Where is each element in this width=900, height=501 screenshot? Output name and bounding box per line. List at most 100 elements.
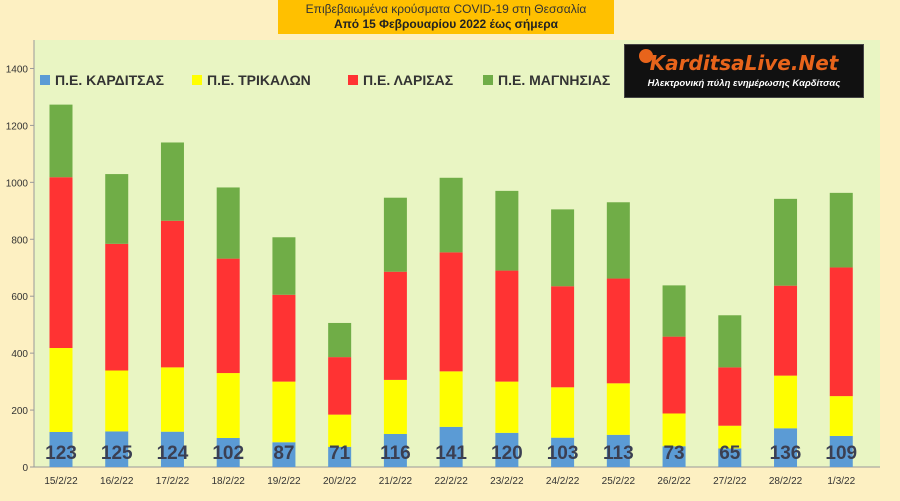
data-label: 141 bbox=[435, 443, 467, 464]
bar-segment-series-0 bbox=[216, 437, 240, 467]
bar-segment-series-0 bbox=[551, 437, 575, 467]
data-label: 71 bbox=[329, 443, 351, 464]
bar-segment-series-1 bbox=[383, 379, 407, 434]
legend-label-3: Π.Ε. ΜΑΓΝΗΣΙΑΣ bbox=[498, 72, 610, 88]
bar-segment-series-0 bbox=[439, 426, 463, 467]
data-label: 113 bbox=[603, 443, 634, 464]
y-tick-label: 800 bbox=[11, 235, 28, 246]
bar-segment-series-0 bbox=[105, 431, 129, 467]
bar-segment-series-0 bbox=[606, 434, 630, 467]
legend-label-1: Π.Ε. ΤΡΙΚΑΛΩΝ bbox=[207, 72, 311, 88]
bar-segment-series-2 bbox=[272, 294, 296, 382]
bar-segment-series-3 bbox=[829, 192, 853, 268]
bar-segment-series-2 bbox=[662, 336, 686, 414]
bar-segment-series-3 bbox=[105, 174, 129, 244]
bar-segment-series-2 bbox=[328, 357, 352, 415]
bar-segment-series-2 bbox=[718, 367, 742, 426]
x-tick-label: 17/2/22 bbox=[156, 476, 190, 487]
data-label: 87 bbox=[273, 443, 294, 464]
bar-segment-series-3 bbox=[662, 285, 686, 337]
bar-segment-series-0 bbox=[160, 431, 184, 467]
legend-label-0: Π.Ε. ΚΑΡΔΙΤΣΑΣ bbox=[55, 72, 164, 88]
bar-segment-series-3 bbox=[272, 237, 296, 295]
bar-segment-series-3 bbox=[495, 190, 519, 271]
data-label: 116 bbox=[380, 443, 411, 464]
x-tick-label: 22/2/22 bbox=[434, 476, 468, 487]
bar-segment-series-1 bbox=[606, 383, 630, 435]
data-label: 109 bbox=[825, 443, 857, 464]
legend-swatch-0 bbox=[40, 75, 50, 85]
bar-segment-series-2 bbox=[160, 220, 184, 368]
data-label: 103 bbox=[547, 443, 579, 464]
legend-swatch-1 bbox=[192, 75, 202, 85]
data-label: 120 bbox=[491, 443, 523, 464]
x-tick-label: 16/2/22 bbox=[100, 476, 134, 487]
x-tick-label: 15/2/22 bbox=[44, 476, 78, 487]
chart-title: Επιβεβαιωμένα κρούσματα COVID-19 στη Θεσ… bbox=[305, 2, 587, 16]
legend-swatch-3 bbox=[483, 75, 493, 85]
bar-segment-series-1 bbox=[662, 413, 686, 447]
logo-tagline: Ηλεκτρονική πύλη ενημέρωσης Καρδίτσας bbox=[647, 78, 841, 89]
y-tick-label: 600 bbox=[11, 292, 28, 303]
bar-segment-series-2 bbox=[216, 258, 240, 374]
data-label: 124 bbox=[157, 443, 189, 464]
bar-segment-series-1 bbox=[774, 375, 798, 429]
bar-segment-series-1 bbox=[160, 367, 184, 432]
logo: KarditsaLive.Net Ηλεκτρονική πύλη ενημέρ… bbox=[624, 44, 864, 98]
bar-segment-series-3 bbox=[439, 177, 463, 253]
data-label: 102 bbox=[212, 443, 244, 464]
x-tick-label: 25/2/22 bbox=[602, 476, 636, 487]
x-tick-label: 23/2/22 bbox=[490, 476, 524, 487]
chart-title-box: Επιβεβαιωμένα κρούσματα COVID-19 στη Θεσ… bbox=[278, 0, 614, 34]
bar-segment-series-1 bbox=[829, 396, 853, 436]
data-label: 65 bbox=[719, 443, 741, 464]
x-tick-label: 1/3/22 bbox=[827, 476, 855, 487]
bar-segment-series-1 bbox=[495, 381, 519, 433]
bar-segment-series-3 bbox=[606, 202, 630, 279]
y-tick-label: 1000 bbox=[6, 178, 29, 189]
x-tick-label: 26/2/22 bbox=[657, 476, 691, 487]
bar-segment-series-3 bbox=[551, 209, 575, 287]
data-label: 125 bbox=[101, 443, 133, 464]
bar-segment-series-2 bbox=[829, 267, 853, 397]
y-tick-label: 400 bbox=[11, 349, 28, 360]
bar-segment-series-1 bbox=[105, 370, 129, 432]
x-tick-label: 18/2/22 bbox=[212, 476, 246, 487]
data-label: 73 bbox=[663, 443, 684, 464]
y-tick-label: 0 bbox=[22, 463, 28, 474]
y-tick-label: 200 bbox=[11, 406, 28, 417]
x-tick-label: 20/2/22 bbox=[323, 476, 357, 487]
bar-segment-series-0 bbox=[49, 431, 73, 467]
bar-segment-series-0 bbox=[718, 448, 742, 467]
bar-segment-series-3 bbox=[160, 142, 184, 221]
x-tick-label: 27/2/22 bbox=[713, 476, 747, 487]
bar-segment-series-3 bbox=[718, 315, 742, 368]
bar-segment-series-2 bbox=[49, 177, 73, 349]
bar-segment-series-1 bbox=[216, 373, 240, 438]
bar-segment-series-2 bbox=[383, 271, 407, 380]
bar-segment-series-3 bbox=[774, 198, 798, 286]
logo-figure-icon bbox=[639, 49, 653, 63]
bar-segment-series-0 bbox=[495, 432, 519, 467]
bar-segment-series-1 bbox=[718, 425, 742, 449]
bar-segment-series-0 bbox=[383, 433, 407, 467]
bar-segment-series-1 bbox=[328, 414, 352, 447]
bar-segment-series-2 bbox=[439, 252, 463, 372]
bar-segment-series-3 bbox=[49, 104, 73, 178]
logo-name: KarditsaLive.Net bbox=[649, 51, 839, 75]
x-tick-label: 24/2/22 bbox=[546, 476, 580, 487]
bar-segment-series-0 bbox=[774, 428, 798, 467]
bar-segment-series-3 bbox=[216, 187, 240, 259]
legend-label-2: Π.Ε. ΛΑΡΙΣΑΣ bbox=[363, 72, 453, 88]
bar-segment-series-2 bbox=[606, 278, 630, 384]
bar-segment-series-1 bbox=[272, 381, 296, 443]
y-tick-label: 1400 bbox=[6, 64, 29, 75]
x-tick-label: 21/2/22 bbox=[379, 476, 413, 487]
x-tick-label: 19/2/22 bbox=[267, 476, 301, 487]
bar-segment-series-3 bbox=[383, 197, 407, 272]
bar-segment-series-0 bbox=[662, 446, 686, 467]
x-tick-label: 28/2/22 bbox=[769, 476, 803, 487]
bar-segment-series-2 bbox=[495, 270, 519, 382]
bar-segment-series-0 bbox=[272, 442, 296, 467]
